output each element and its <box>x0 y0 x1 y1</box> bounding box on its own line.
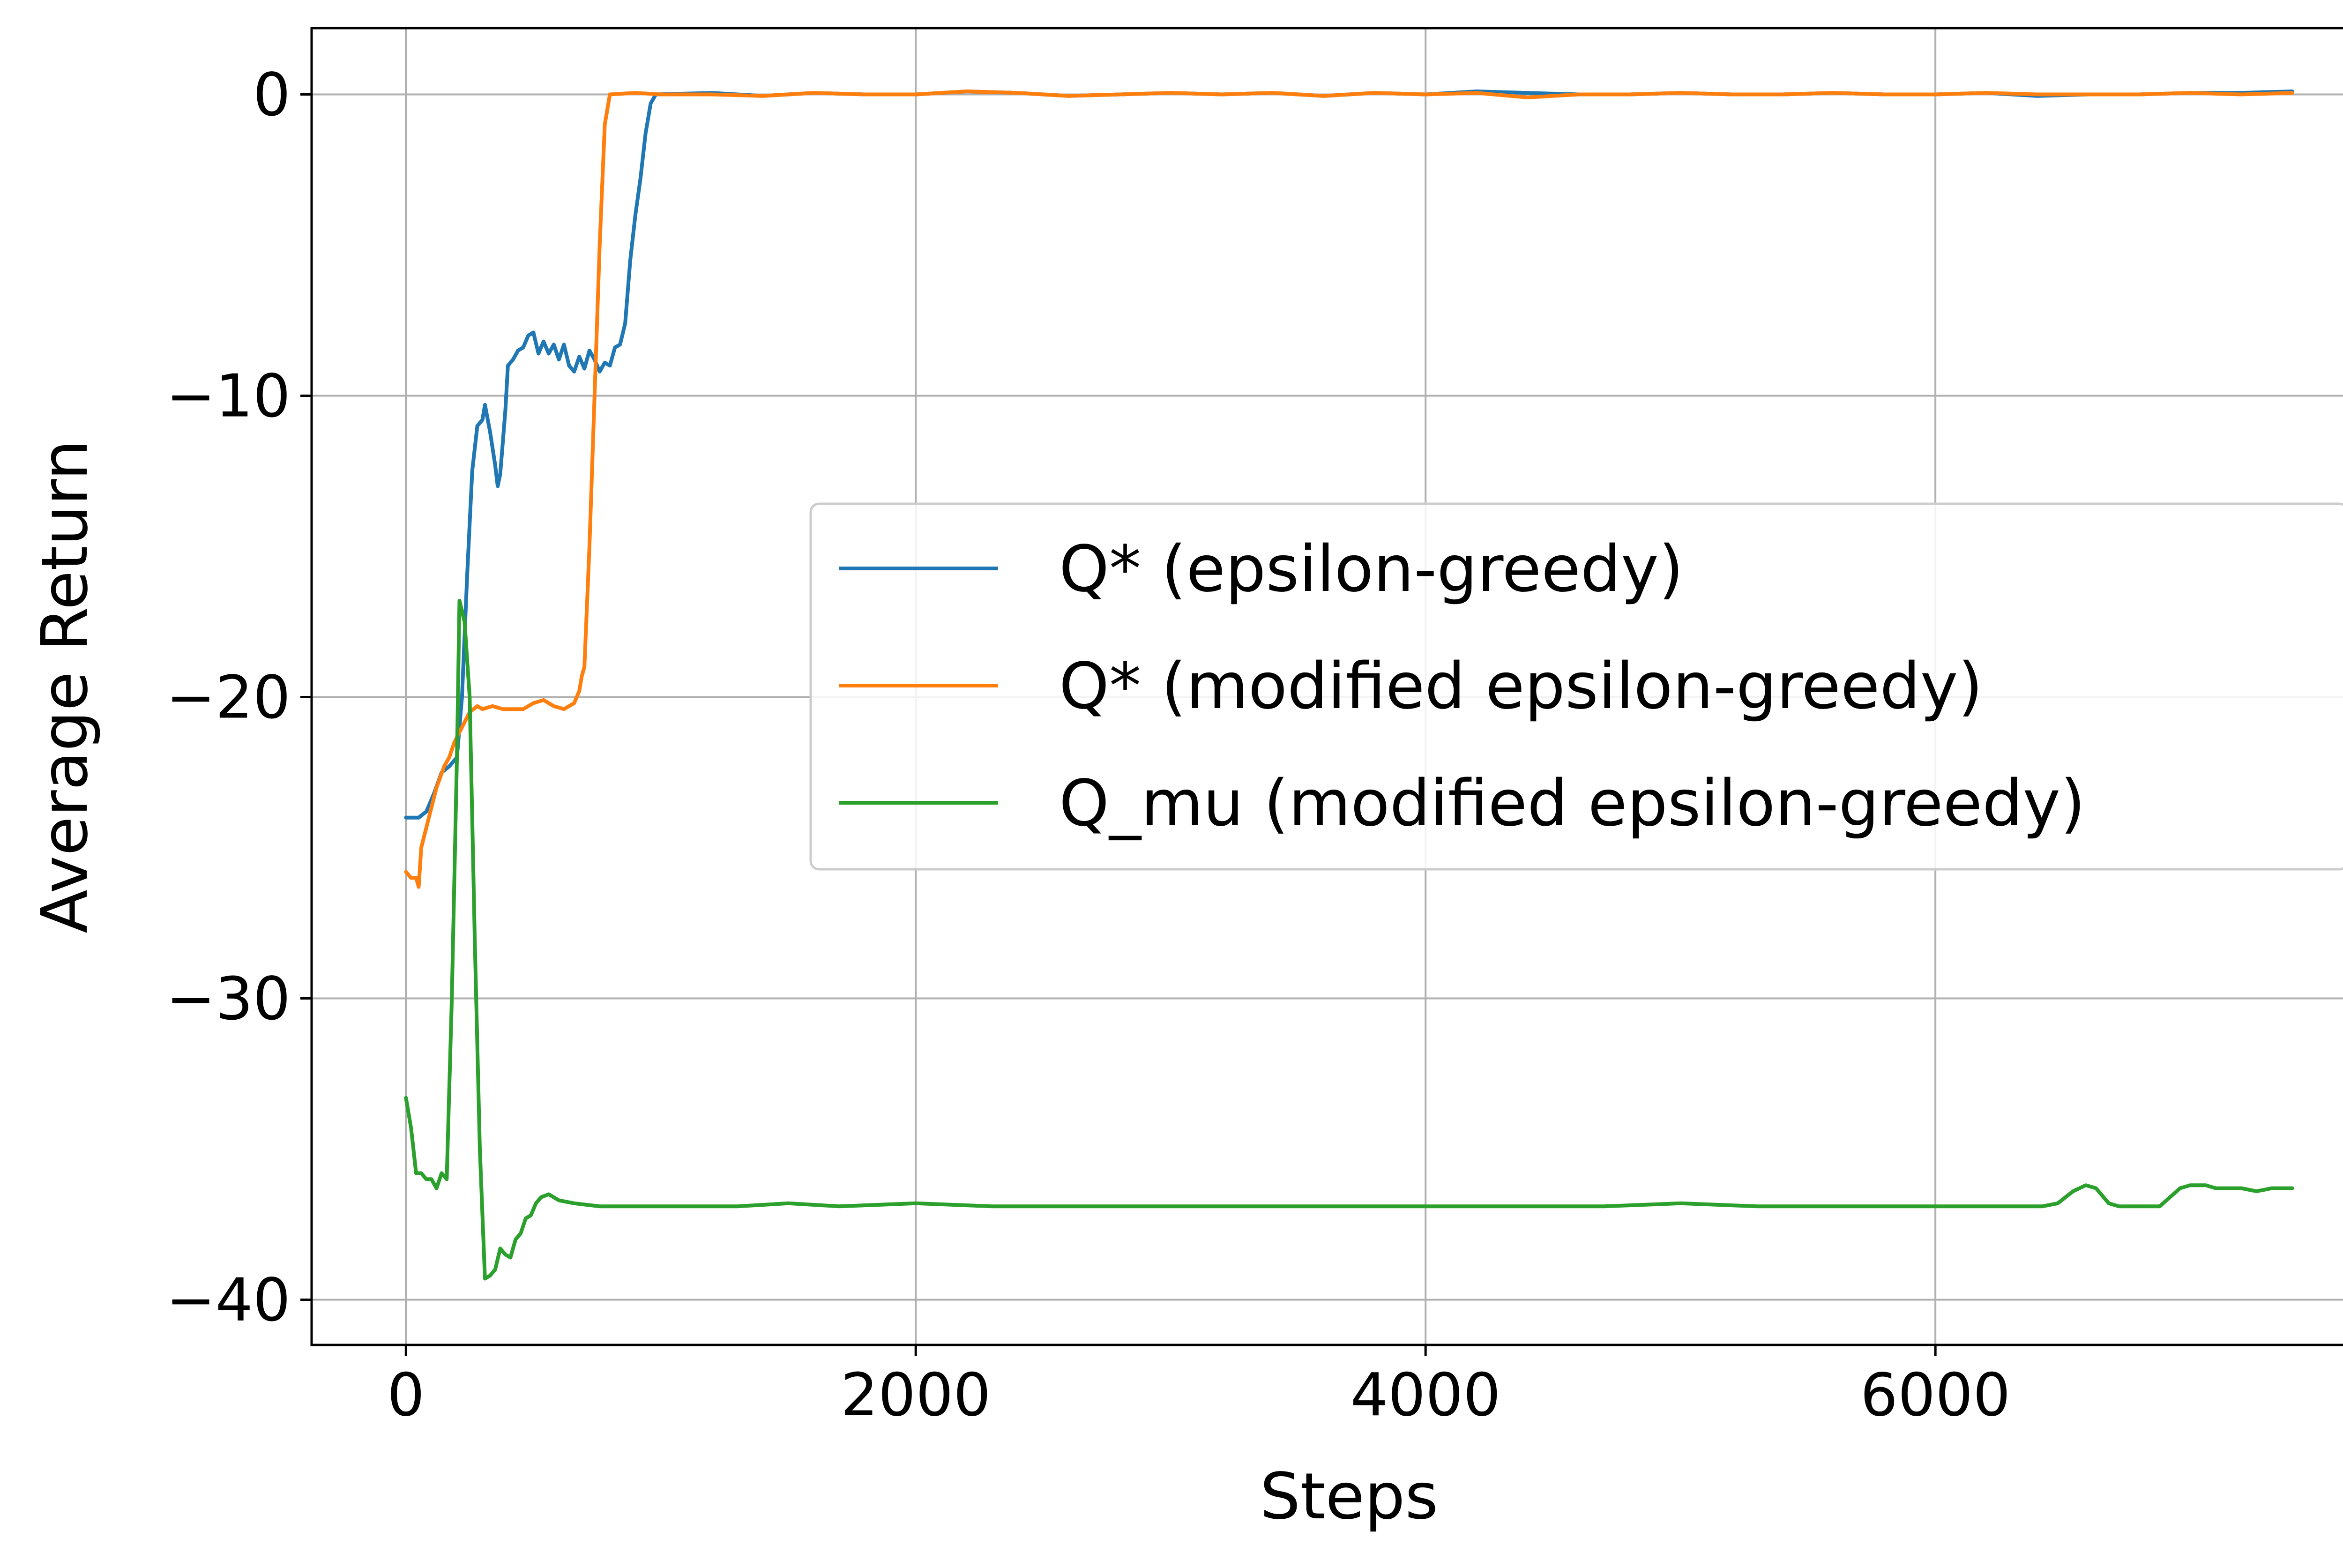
x-tick-label: 0 <box>387 1360 425 1429</box>
legend-box <box>809 502 2343 871</box>
y-tick-label: −20 <box>166 663 291 732</box>
y-tick-label: 0 <box>253 60 291 129</box>
series-layer <box>404 90 2294 1281</box>
legend-label-1: Q* (epsilon-greedy) <box>1059 532 1684 606</box>
y-tick-label: −40 <box>166 1266 291 1335</box>
x-tick-label: 4000 <box>1351 1360 1501 1429</box>
x-tick-label: 6000 <box>1860 1360 2011 1429</box>
x-tick-label: 2000 <box>841 1360 991 1429</box>
y-tick-label: −30 <box>166 964 291 1033</box>
legend: Q* (epsilon-greedy) Q* (modified epsilon-… <box>809 502 2343 871</box>
legend-label-3: Q_mu (modified epsilon-greedy) <box>1059 767 2085 841</box>
series-line-3 <box>404 598 2294 1281</box>
plot-frame <box>310 27 2343 1346</box>
ticks: 0 2000 4000 6000 0 −10 −20 −30 −40 <box>166 60 2010 1429</box>
y-axis-label: Average Return <box>28 440 102 933</box>
legend-label-2: Q* (modified epsilon-greedy) <box>1059 650 1983 724</box>
y-tick-label: −10 <box>166 361 291 430</box>
series-line-2 <box>404 90 2294 889</box>
x-axis-label: Steps <box>1260 1460 1439 1534</box>
